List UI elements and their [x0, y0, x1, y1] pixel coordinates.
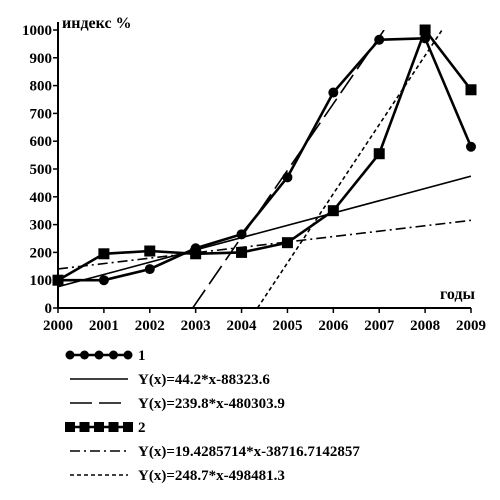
data-point	[328, 87, 339, 98]
data-point	[466, 141, 476, 152]
data-point	[236, 246, 248, 258]
data-point	[236, 229, 247, 240]
y-tick-label: 400	[30, 190, 53, 206]
y-tick-label: 900	[30, 51, 53, 67]
y-tick-label: 800	[30, 79, 53, 95]
y-tick-label: 500	[30, 162, 53, 178]
data-point	[98, 275, 109, 286]
data-point	[282, 172, 293, 183]
data-point	[98, 248, 110, 260]
series-line-1	[58, 36, 473, 282]
data-point	[190, 248, 202, 260]
data-point	[52, 274, 64, 286]
x-tick-label: 2007	[364, 318, 395, 334]
trend-line-2	[192, 30, 385, 308]
data-point	[144, 245, 156, 257]
axes: 0 100 200 300 400 500 600 700 800 900 1000 2000 2001…	[22, 22, 486, 334]
data-point	[465, 84, 477, 96]
series-line-2	[57, 27, 473, 282]
y-tick-label: 100	[30, 273, 53, 289]
x-axis-label: годы	[440, 286, 476, 303]
data-point	[419, 24, 431, 36]
y-axis-label: индекс %	[62, 15, 132, 32]
x-tick-label: 2001	[89, 318, 119, 334]
y-tick-label: 600	[30, 134, 53, 150]
legend-marker	[123, 422, 133, 432]
y-tick-label: 300	[30, 218, 53, 234]
y-tick-label: 0	[45, 301, 53, 317]
legend-marker	[108, 422, 119, 432]
trend-line-4	[58, 219, 471, 270]
x-tick-label: 2000	[43, 318, 73, 334]
legend-marker	[94, 350, 104, 360]
legend-label: 2	[138, 420, 146, 436]
y-tick-label: 1000	[22, 23, 52, 39]
legend-marker	[65, 422, 75, 432]
legend-marker	[123, 350, 133, 360]
y-tick-label: 700	[30, 106, 53, 122]
legend-label: Y(x)=44.2*x-88323.6	[138, 372, 270, 388]
legend-label: Y(x)=19.4285714*x-38716.7142857	[138, 444, 360, 460]
legend-marker	[109, 350, 118, 360]
data-point	[144, 264, 155, 275]
x-tick-label: 2002	[135, 318, 165, 334]
x-tick-label: 2006	[318, 318, 349, 334]
x-tick-label: 2005	[272, 318, 302, 334]
series-layer	[52, 24, 477, 308]
legend-marker	[80, 350, 89, 360]
legend-label: 1	[138, 348, 146, 364]
legend-label: Y(x)=239.8*x-480303.9	[138, 396, 285, 412]
data-point	[374, 34, 385, 45]
data-point	[373, 148, 385, 160]
x-tick-label: 2008	[410, 318, 440, 334]
x-tick-label: 2003	[181, 318, 211, 334]
legend-marker	[79, 422, 90, 432]
legend-label: Y(x)=248.7*x-498481.3	[138, 468, 285, 484]
legend-marker	[94, 422, 104, 432]
legend-marker	[65, 350, 75, 360]
data-point	[281, 237, 293, 249]
x-tick-label: 2004	[227, 318, 258, 334]
trend-line-1	[58, 175, 471, 288]
data-point	[327, 205, 339, 217]
x-tick-label: 2009	[456, 318, 486, 334]
y-tick-label: 200	[30, 245, 53, 261]
legend: 1 Y(x)=44.2*x-88323.6 Y(x)=239.8*x-480303.…	[65, 348, 360, 484]
